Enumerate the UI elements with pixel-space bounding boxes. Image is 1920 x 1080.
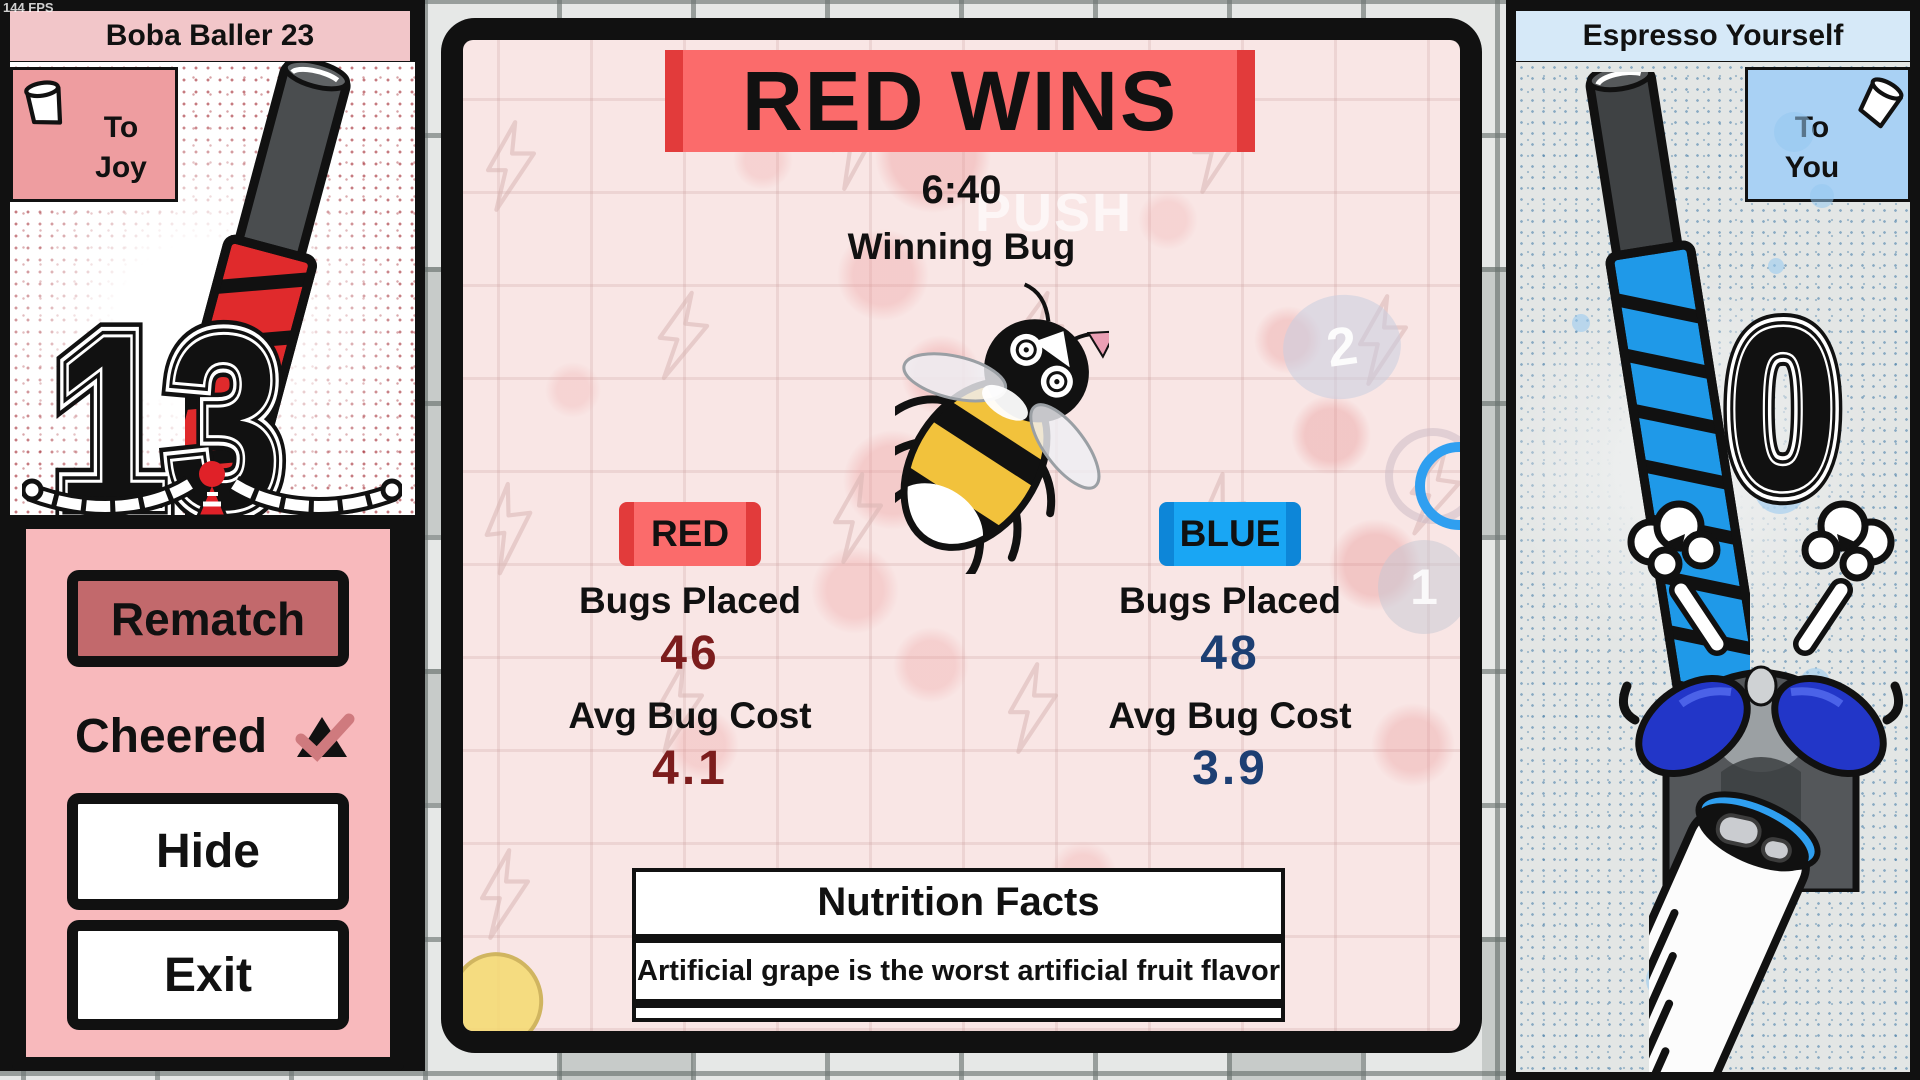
exit-button[interactable]: Exit: [67, 920, 349, 1030]
winner-title: RED WINS: [742, 53, 1178, 148]
divider: [636, 934, 1281, 943]
red-team-badge: RED: [619, 502, 761, 566]
blue-bugs-placed-value: 48: [1200, 627, 1260, 680]
faded-medal: 1: [1378, 540, 1460, 634]
left-tagline-line1: To: [103, 111, 139, 144]
match-time: 6:40: [921, 168, 1002, 212]
floor-tile: [1482, 267, 1506, 535]
fps-counter: 144 FPS: [3, 0, 54, 15]
svg-text:0: 0: [1728, 279, 1839, 527]
svg-text:13: 13: [55, 285, 281, 515]
red-avg-cost-value: 4.1: [652, 742, 728, 795]
blue-bugs-placed-label: Bugs Placed: [1118, 580, 1342, 621]
bug-antennae-art: [22, 461, 402, 515]
winner-banner: RED WINS: [665, 50, 1255, 152]
left-player-name: Boba Baller 23: [105, 19, 315, 52]
faded-push-text: PUSH: [975, 183, 1134, 243]
divider: [636, 999, 1281, 1008]
match-results-dialog: PUSH 2 1 RED WINS 6:40 Winning Bug: [441, 18, 1482, 1053]
nutrition-title: Nutrition Facts: [817, 880, 1100, 924]
cheered-label: Cheered: [75, 709, 268, 763]
left-player-name-banner: Boba Baller 23: [10, 11, 410, 61]
svg-text:0: 0: [1728, 279, 1839, 527]
left-tagline-box: To Joy: [10, 67, 178, 202]
lightning-icon: [1001, 660, 1065, 756]
post-game-menu: Rematch Cheered Hide Exit: [12, 515, 404, 1071]
left-player-score: 13 13 13 13 13: [41, 271, 294, 515]
svg-text:13: 13: [55, 285, 281, 515]
right-tagline-box: To You: [1745, 67, 1910, 202]
floor-tile: [425, 267, 445, 535]
red-hockey-stick: [185, 62, 351, 515]
red-team-stats: RED Bugs Placed 46 Avg Bug Cost 4.1: [520, 502, 860, 796]
bubble: [1754, 462, 1806, 514]
right-player-name: Espresso Yourself: [1582, 19, 1844, 52]
right-tagline-line2: You: [1784, 151, 1840, 184]
right-player-panel: Espresso Yourself To You: [1506, 0, 1920, 1080]
svg-text:13: 13: [55, 285, 281, 515]
floor-tile: [425, 669, 445, 803]
svg-text:0: 0: [1728, 279, 1839, 527]
cheered-check-icon: [295, 713, 355, 762]
floor-tile: [559, 1053, 693, 1080]
blue-team-badge: BLUE: [1159, 502, 1301, 566]
red-bugs-placed-value: 46: [660, 627, 720, 680]
red-avg-cost-label: Avg Bug Cost: [568, 695, 812, 736]
cheered-toggle[interactable]: Cheered: [75, 705, 375, 767]
hide-button[interactable]: Hide: [67, 793, 349, 910]
bubble: [1768, 258, 1784, 274]
blue-avg-cost-label: Avg Bug Cost: [1108, 695, 1352, 736]
nutrition-fact: Artificial grape is the worst artificial…: [637, 955, 1280, 987]
floor-tile: [1482, 937, 1506, 1080]
lightning-icon: [646, 285, 720, 387]
left-score-area: To Joy: [10, 62, 415, 515]
bubble: [1810, 184, 1834, 208]
lightning-icon: [473, 846, 537, 942]
svg-text:13: 13: [55, 285, 281, 515]
right-player-score: 0 0 0 0 0: [1715, 267, 1852, 527]
winning-bug-label: Winning Bug: [847, 226, 1076, 267]
blue-avg-cost-value: 3.9: [1192, 742, 1268, 795]
faded-ring: [1385, 428, 1460, 524]
blue-team-stats: BLUE Bugs Placed 48 Avg Bug Cost 3.9: [1060, 502, 1400, 796]
right-score-area: To You: [1516, 62, 1910, 1072]
bee-icon: [895, 282, 1109, 574]
bubble: [1774, 112, 1814, 152]
boba-can-icon: [1649, 791, 1821, 1072]
right-player-name-banner: Espresso Yourself: [1516, 11, 1910, 61]
left-player-panel: Boba Baller 23 To Joy: [0, 0, 425, 1071]
svg-text:0: 0: [1728, 279, 1839, 527]
rematch-button[interactable]: Rematch: [67, 570, 349, 667]
nutrition-facts-box: Nutrition Facts Artificial grape is the …: [632, 868, 1285, 1022]
red-bugs-placed-label: Bugs Placed: [578, 580, 802, 621]
svg-text:13: 13: [55, 285, 281, 515]
svg-text:0: 0: [1728, 279, 1839, 527]
left-tagline-line2: Joy: [95, 151, 147, 184]
floor-tile: [1227, 1053, 1361, 1080]
bubble: [1572, 314, 1590, 332]
